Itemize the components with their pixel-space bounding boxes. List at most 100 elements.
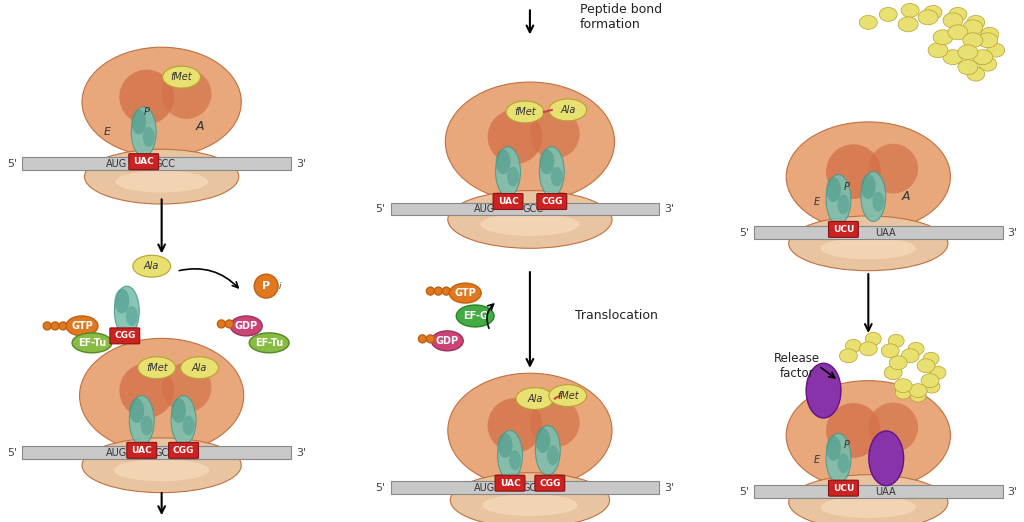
Text: GCC: GCC [155, 159, 175, 169]
Ellipse shape [898, 17, 919, 32]
Ellipse shape [120, 363, 174, 418]
Ellipse shape [445, 82, 614, 201]
Ellipse shape [918, 359, 935, 373]
Ellipse shape [447, 191, 612, 248]
Text: UAC: UAC [500, 479, 520, 488]
Text: UAC: UAC [131, 446, 153, 455]
Ellipse shape [509, 450, 521, 470]
FancyBboxPatch shape [127, 442, 157, 458]
Text: fMet: fMet [171, 72, 193, 82]
Ellipse shape [978, 33, 997, 48]
Ellipse shape [868, 402, 919, 453]
Ellipse shape [826, 436, 841, 461]
Ellipse shape [806, 363, 841, 418]
Ellipse shape [882, 344, 899, 358]
Text: 3': 3' [1008, 487, 1018, 497]
Ellipse shape [786, 122, 950, 231]
Ellipse shape [826, 177, 841, 202]
Text: 5': 5' [7, 448, 17, 458]
Circle shape [419, 335, 426, 343]
Text: fMet: fMet [557, 390, 579, 400]
Ellipse shape [126, 306, 138, 326]
Ellipse shape [788, 216, 948, 271]
Ellipse shape [921, 374, 939, 388]
Ellipse shape [506, 101, 544, 123]
Text: Release
factor: Release factor [773, 352, 820, 379]
FancyBboxPatch shape [537, 194, 566, 209]
Ellipse shape [826, 144, 881, 199]
Text: Ala: Ala [144, 261, 160, 271]
Text: 5': 5' [7, 159, 17, 169]
Bar [23, 446, 291, 459]
FancyBboxPatch shape [110, 328, 139, 344]
Circle shape [225, 320, 233, 328]
Ellipse shape [889, 356, 907, 370]
Text: UAA: UAA [876, 487, 896, 497]
Ellipse shape [496, 147, 520, 197]
Text: EF-G: EF-G [463, 311, 487, 321]
Ellipse shape [895, 386, 911, 399]
Ellipse shape [923, 352, 939, 365]
Ellipse shape [957, 45, 978, 60]
Text: AUG: AUG [474, 483, 496, 493]
Ellipse shape [182, 416, 195, 435]
Ellipse shape [85, 149, 239, 204]
Ellipse shape [129, 398, 144, 423]
Ellipse shape [120, 69, 174, 124]
FancyBboxPatch shape [535, 475, 565, 491]
Text: Peptide bond
formation: Peptide bond formation [580, 3, 662, 31]
Ellipse shape [924, 5, 942, 19]
Ellipse shape [987, 43, 1005, 57]
Ellipse shape [924, 380, 940, 393]
Text: GCC: GCC [522, 205, 544, 215]
FancyBboxPatch shape [828, 221, 858, 238]
Text: E: E [813, 455, 819, 465]
Ellipse shape [450, 283, 481, 303]
Ellipse shape [480, 213, 580, 236]
Ellipse shape [487, 398, 543, 453]
Ellipse shape [859, 15, 878, 29]
Text: UAC: UAC [498, 197, 518, 206]
Text: 3': 3' [665, 205, 675, 215]
Text: UCU: UCU [833, 484, 854, 493]
Text: fMet: fMet [145, 363, 168, 373]
Text: Translocation: Translocation [574, 310, 657, 323]
Ellipse shape [549, 99, 587, 121]
Ellipse shape [933, 30, 953, 45]
Text: Ala: Ala [527, 394, 543, 404]
Text: CGG: CGG [539, 479, 560, 488]
Bar [390, 481, 659, 494]
Ellipse shape [826, 175, 851, 224]
Ellipse shape [919, 10, 938, 25]
Ellipse shape [865, 333, 882, 346]
Circle shape [43, 322, 51, 330]
Ellipse shape [80, 338, 244, 453]
Ellipse shape [885, 366, 902, 379]
Ellipse shape [536, 428, 550, 453]
Ellipse shape [487, 110, 543, 164]
Circle shape [254, 274, 279, 298]
Text: A: A [902, 190, 910, 203]
Text: CGG: CGG [114, 331, 135, 340]
Circle shape [442, 287, 451, 295]
Ellipse shape [880, 7, 897, 21]
Ellipse shape [948, 25, 968, 40]
Text: CGG: CGG [541, 197, 562, 206]
Text: GTP: GTP [455, 288, 476, 298]
Text: Ala: Ala [191, 363, 207, 373]
Text: 3': 3' [1008, 228, 1018, 239]
Ellipse shape [910, 389, 926, 402]
Ellipse shape [981, 27, 998, 41]
Circle shape [426, 335, 434, 343]
Ellipse shape [788, 474, 948, 522]
Ellipse shape [820, 496, 916, 518]
Ellipse shape [838, 453, 850, 473]
Ellipse shape [133, 255, 171, 277]
Ellipse shape [963, 33, 983, 48]
Ellipse shape [431, 331, 463, 351]
Text: 5': 5' [376, 205, 386, 215]
Text: CGG: CGG [173, 446, 195, 455]
Ellipse shape [901, 349, 920, 363]
Ellipse shape [786, 381, 950, 490]
Ellipse shape [547, 445, 559, 465]
